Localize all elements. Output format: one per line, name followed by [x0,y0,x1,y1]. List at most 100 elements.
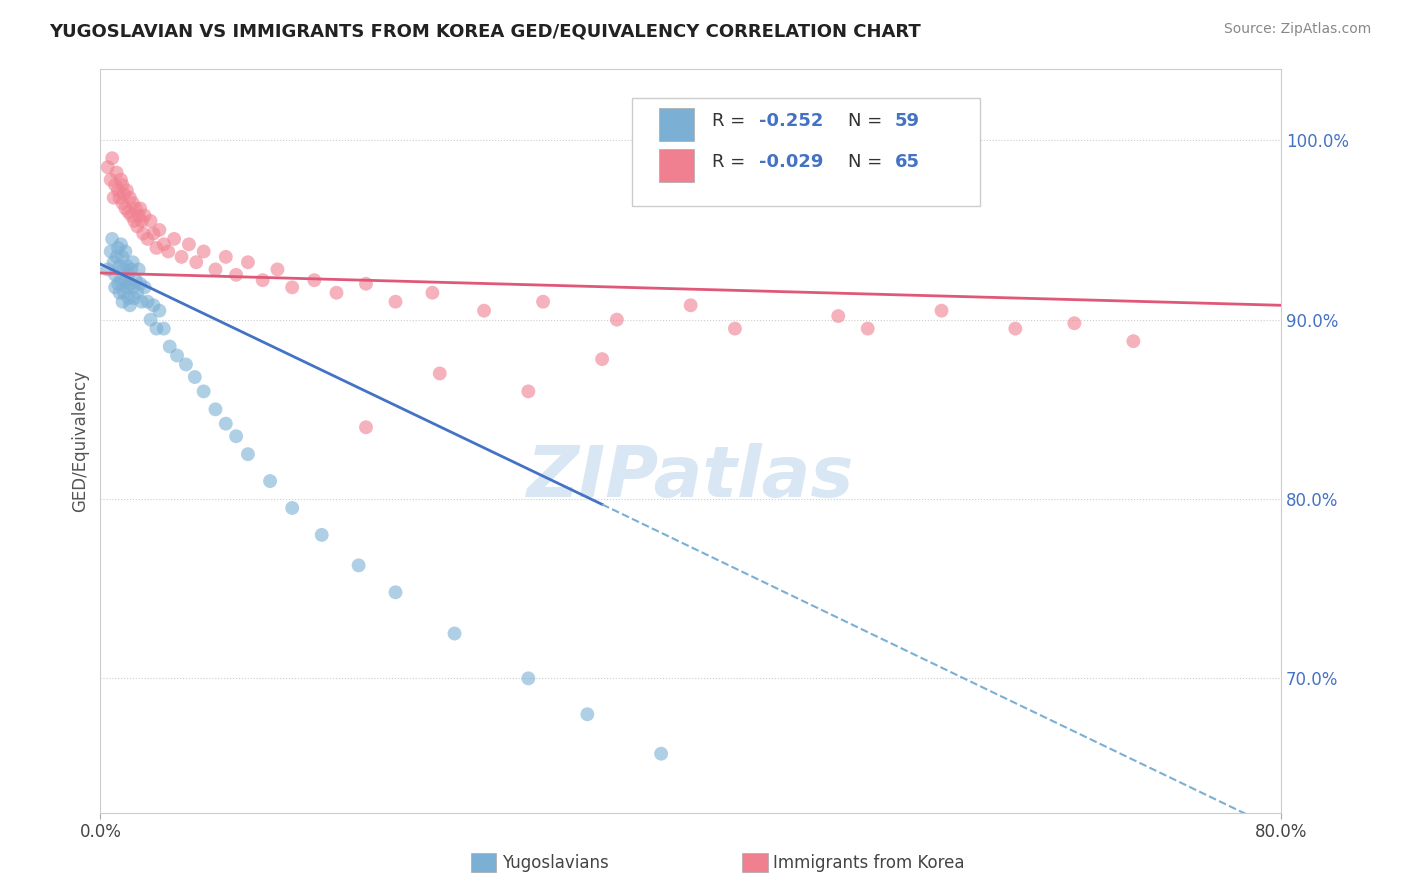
Point [112,285,135,300]
Point [117,205,139,219]
Point [215,250,238,264]
Point [115,280,138,294]
Point [108,259,131,273]
Point [112,262,135,277]
Point [174,358,197,372]
Point [517,672,540,686]
Point [225,429,247,443]
Point [120,262,142,277]
Text: N =: N = [848,112,887,129]
Text: YUGOSLAVIAN VS IMMIGRANTS FROM KOREA GED/EQUIVALENCY CORRELATION CHART: YUGOSLAVIAN VS IMMIGRANTS FROM KOREA GED… [49,22,921,40]
Point [107,277,129,291]
Point [97,160,120,174]
Point [103,255,125,269]
Point [115,259,138,273]
Point [114,244,136,259]
Point [129,202,152,216]
Point [1122,334,1144,348]
Point [827,309,849,323]
Point [105,250,128,264]
Point [472,303,495,318]
Point [108,285,131,300]
Point [114,273,136,287]
Point [131,214,153,228]
Point [724,321,747,335]
Point [114,202,136,216]
Point [517,384,540,399]
Point [110,237,132,252]
Text: Source: ZipAtlas.com: Source: ZipAtlas.com [1223,22,1371,37]
Point [105,165,128,179]
Point [591,352,613,367]
Point [100,172,122,186]
Point [142,298,165,312]
Bar [659,108,695,141]
Point [170,250,193,264]
Point [193,384,215,399]
Point [1004,321,1026,335]
Text: 65: 65 [894,153,920,170]
Point [236,447,259,461]
Text: Immigrants from Korea: Immigrants from Korea [773,854,965,871]
Point [110,172,132,186]
Point [531,294,554,309]
Point [107,241,129,255]
Point [97,262,120,277]
Point [125,202,148,216]
Point [281,500,304,515]
Point [120,209,142,223]
Text: -0.029: -0.029 [759,153,824,170]
Point [304,273,326,287]
Point [354,277,377,291]
Text: 59: 59 [894,112,920,129]
Point [115,184,138,198]
Point [121,255,143,269]
Point [215,417,238,431]
Point [204,262,226,277]
Point [145,321,167,335]
Point [177,237,200,252]
Point [153,321,176,335]
Point [121,196,143,211]
Point [104,178,127,193]
Point [204,402,226,417]
Point [129,277,152,291]
Text: ZIPatlas: ZIPatlas [527,443,855,512]
Point [236,255,259,269]
Point [311,528,333,542]
Point [153,237,176,252]
Point [679,298,702,312]
Point [606,312,628,326]
Point [124,214,146,228]
Point [429,367,451,381]
Point [124,291,146,305]
Text: -0.252: -0.252 [759,112,824,129]
Y-axis label: GED/Equivalency: GED/Equivalency [72,369,89,512]
Point [384,585,406,599]
Point [347,558,370,573]
Point [148,303,170,318]
Point [111,294,134,309]
Point [103,191,125,205]
Point [384,294,406,309]
FancyBboxPatch shape [631,98,980,206]
Text: N =: N = [848,153,887,170]
Point [128,209,150,223]
Point [134,209,156,223]
Point [118,298,141,312]
Point [112,187,135,202]
Point [110,273,132,287]
Point [148,223,170,237]
Point [576,707,599,722]
Point [142,227,165,241]
Point [354,420,377,434]
Bar [659,149,695,182]
Point [101,232,124,246]
Point [252,273,274,287]
Text: R =: R = [711,112,751,129]
Point [118,277,141,291]
Point [139,312,162,326]
Point [125,273,148,287]
Point [128,262,150,277]
Point [117,291,139,305]
